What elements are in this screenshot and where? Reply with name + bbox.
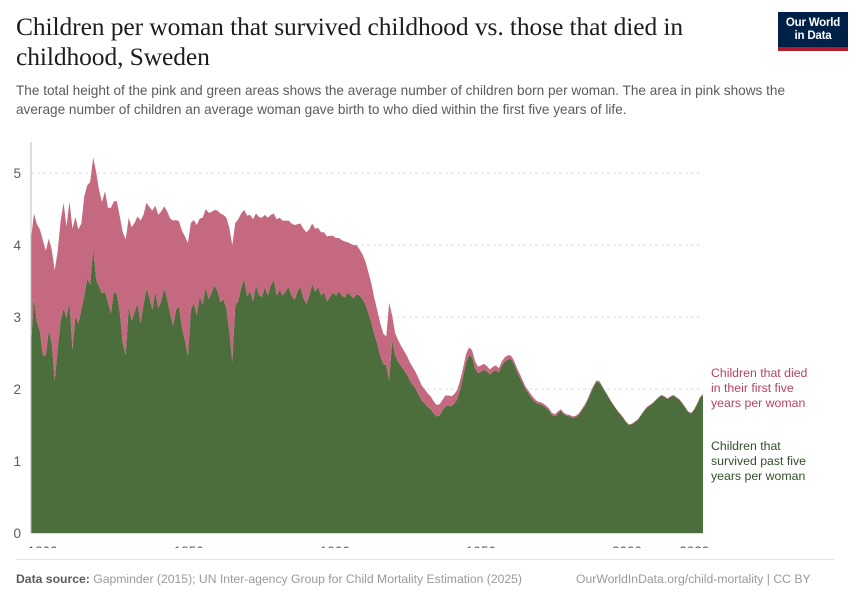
legend-label-survived: years per woman (711, 469, 805, 483)
x-tick-label: 1900 (320, 544, 350, 548)
x-tick-label: 1800 (28, 544, 58, 548)
attribution-link[interactable]: OurWorldInData.org/child-mortality | CC … (576, 572, 811, 586)
area-died (31, 157, 703, 426)
legend-label-survived: survived past five (711, 454, 806, 468)
footer-divider (16, 559, 834, 560)
y-tick-label: 0 (13, 526, 21, 541)
chart-header: Children per woman that survived childho… (16, 12, 834, 120)
area-series-group (31, 157, 703, 533)
area-survived (31, 248, 703, 533)
y-tick-label: 3 (13, 310, 21, 325)
legend-label-died: in their first five (711, 381, 794, 395)
y-tick-label: 4 (13, 238, 21, 253)
owid-logo[interactable]: Our World in Data (778, 12, 848, 51)
y-axis-ticks: 0 1 2 3 4 5 (13, 166, 21, 541)
owid-logo-line1: Our World (785, 17, 841, 29)
data-source-label: Data source: (16, 572, 90, 586)
chart-subtitle: The total height of the pink and green a… (16, 83, 786, 118)
x-tick-label: 2000 (612, 544, 642, 548)
y-tick-label: 5 (13, 166, 21, 181)
x-axis-ticks: 1800 1850 1900 1950 2000 2023 (28, 544, 710, 548)
data-source: Data source: Gapminder (2015); UN Inter-… (16, 572, 522, 586)
chart-area: 0 1 2 3 4 5 1800 1850 1900 1950 2000 2023 Children… (0, 128, 850, 548)
x-tick-label: 1950 (466, 544, 496, 548)
stacked-area-chart[interactable]: 0 1 2 3 4 5 1800 1850 1900 1950 2000 2023 Children… (0, 128, 850, 548)
data-source-text: Gapminder (2015); UN Inter-agency Group … (93, 572, 522, 586)
page-title: Children per woman that survived childho… (16, 12, 684, 71)
owid-logo-line2: in Data (794, 29, 832, 42)
y-tick-label: 2 (13, 382, 21, 397)
owid-logo-bar (778, 46, 848, 51)
y-tick-label: 1 (13, 454, 21, 469)
legend-label-died: years per woman (711, 396, 805, 410)
x-tick-label: 1850 (174, 544, 204, 548)
owid-logo-text: Our World in Data (782, 17, 844, 47)
legend-label-died: Children that died (711, 366, 808, 380)
legend-label-survived: Children that (711, 439, 781, 453)
x-tick-label: 2023 (679, 544, 709, 548)
